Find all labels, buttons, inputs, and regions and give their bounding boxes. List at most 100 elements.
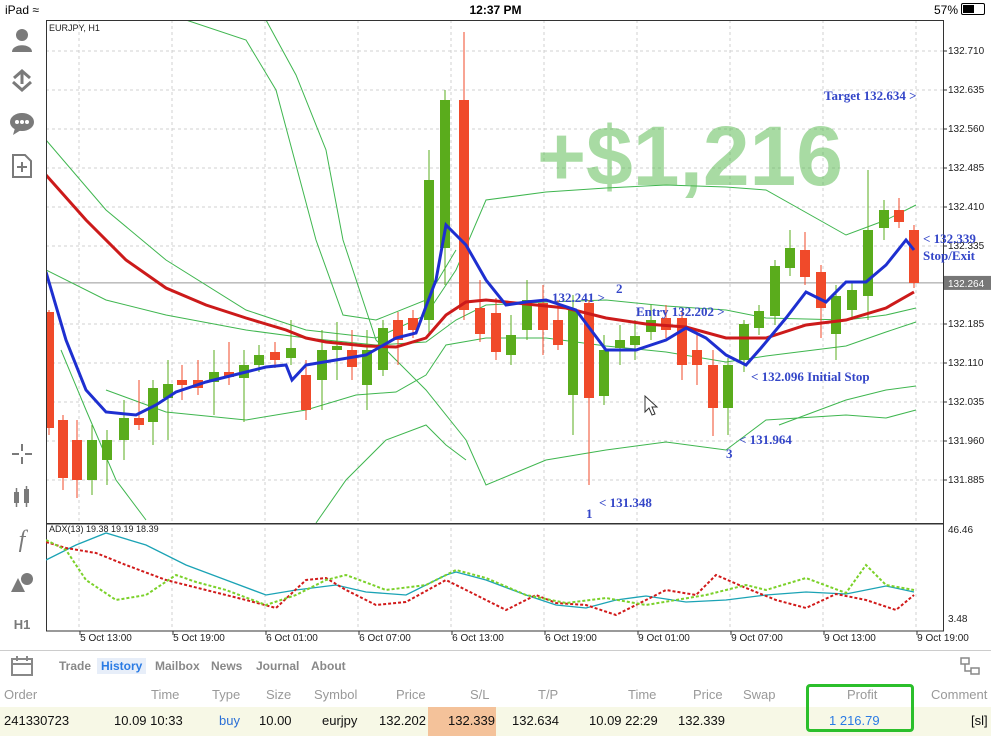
candle-bear [800, 250, 810, 277]
chart-area[interactable]: 132.710 132.635 132.560 132.485 132.410 132.3… [44, 19, 991, 650]
objects-icon[interactable] [8, 568, 36, 596]
col-sl: S/L [470, 687, 490, 702]
candle-bull [378, 328, 388, 370]
band-line [105, 321, 917, 421]
cell-size: 10.00 [259, 713, 292, 728]
cell-price: 132.202 [379, 713, 426, 728]
time-tick-label: 6 Oct 01:00 [266, 633, 318, 644]
initial-stop-annotation: < 132.096 Initial Stop [751, 369, 870, 384]
candle-bull [362, 350, 372, 385]
band-line [315, 424, 467, 524]
band-line [45, 139, 917, 339]
candle-bear [538, 303, 548, 330]
swing-1-label: 1 [586, 506, 593, 521]
candle-bull [568, 310, 578, 395]
candle-bull [630, 336, 640, 345]
cell-comment: [sl] [971, 713, 988, 728]
candle-bear [393, 320, 403, 340]
band-line [185, 19, 457, 321]
adx-frame [46, 523, 944, 632]
ma-fast-line [44, 221, 916, 417]
time-tick-label: 6 Oct 19:00 [545, 633, 597, 644]
candle-bear [584, 303, 594, 398]
candle-bull [831, 296, 841, 334]
tab-mailbox[interactable]: Mailbox [155, 659, 200, 673]
tab-about[interactable]: About [311, 659, 346, 673]
candle-bear [553, 320, 563, 345]
price-tick-label: 132.485 [948, 163, 985, 174]
col-order: Order [4, 687, 38, 702]
time-tick-label: 5 Oct 19:00 [173, 633, 225, 644]
candle-bull [317, 350, 327, 380]
col-price: Price [396, 687, 426, 702]
candle-bull [739, 324, 749, 360]
col-tp: T/P [538, 687, 559, 702]
layout-icon[interactable] [960, 657, 980, 680]
axis-ticks: 132.710 132.635 132.560 132.485 132.410 132.3… [79, 46, 991, 644]
price-tick-label: 131.960 [948, 436, 985, 447]
download-icon[interactable] [8, 66, 36, 94]
adx-main-line [45, 532, 915, 609]
candle-bull [332, 346, 342, 350]
col-type: Type [212, 687, 241, 702]
candle-bull [163, 384, 173, 398]
band-line [265, 19, 917, 486]
candle-bull [102, 440, 112, 460]
function-icon[interactable]: f [18, 526, 26, 553]
col-time: Time [151, 687, 180, 702]
tab-history[interactable]: History [97, 658, 147, 674]
time-tick-label: 6 Oct 13:00 [452, 633, 504, 644]
candle-bull [615, 340, 625, 348]
tab-journal[interactable]: Journal [256, 659, 300, 673]
cell-type: buy [219, 713, 240, 728]
chart-grid [46, 20, 943, 630]
col-swap: Swap [743, 687, 776, 702]
candle-bear [270, 352, 280, 360]
candle-bear [44, 312, 54, 428]
price-tick-label: 132.185 [948, 319, 985, 330]
chat-icon[interactable] [8, 110, 36, 138]
cell-profit: 1 216.79 [829, 713, 880, 728]
candle-bull [847, 290, 857, 310]
candle-bull [863, 230, 873, 296]
band-line [778, 385, 917, 426]
candle-bull [785, 248, 795, 268]
candle-bear [894, 210, 904, 222]
crosshair-icon[interactable] [8, 440, 36, 468]
col-profit: Profit [847, 687, 878, 702]
cell-close-price: 132.339 [678, 713, 725, 728]
trade-annotations: Target 132.634 > < 132.339 Stop/Exit 132… [552, 88, 976, 521]
cell-sl: 132.339 [448, 713, 495, 728]
price-tick-label: 132.335 [948, 241, 985, 252]
calendar-icon[interactable] [11, 656, 33, 681]
cell-symbol: eurjpy [322, 713, 358, 728]
status-bar: iPad ≈ 12:37 PM 57% [0, 0, 991, 20]
tab-trade[interactable]: Trade [59, 659, 92, 673]
new-order-icon[interactable] [8, 152, 36, 180]
time-tick-label: 9 Oct 01:00 [638, 633, 690, 644]
candles [44, 32, 919, 498]
battery-icon [961, 3, 985, 15]
profit-highlight-box [806, 684, 914, 732]
adx-indicator [45, 532, 915, 617]
col-size: Size [266, 687, 292, 702]
price-chart[interactable]: 132.710 132.635 132.560 132.485 132.410 132.3… [44, 19, 991, 650]
moving-averages [44, 174, 916, 417]
profit-overlay: +$1,216 [537, 109, 843, 203]
envelope-bands [45, 19, 917, 524]
candle-bear [708, 365, 718, 408]
candle-bull [723, 365, 733, 408]
candle-bull [209, 372, 219, 382]
indicators-icon[interactable] [8, 483, 36, 511]
tab-news[interactable]: News [211, 659, 243, 673]
adx-tick-label: 46.46 [948, 525, 973, 536]
adx-minus-di-line [45, 541, 915, 617]
candle-bull [119, 418, 129, 440]
clock: 12:37 PM [469, 3, 522, 17]
current-price-label: 132.264 [948, 279, 985, 290]
person-icon[interactable] [8, 26, 36, 54]
wifi-icon: ≈ [32, 3, 39, 17]
adx-plus-di-line [45, 539, 915, 607]
time-tick-label: 5 Oct 13:00 [80, 633, 132, 644]
timeframe-button[interactable]: H1 [13, 616, 31, 632]
